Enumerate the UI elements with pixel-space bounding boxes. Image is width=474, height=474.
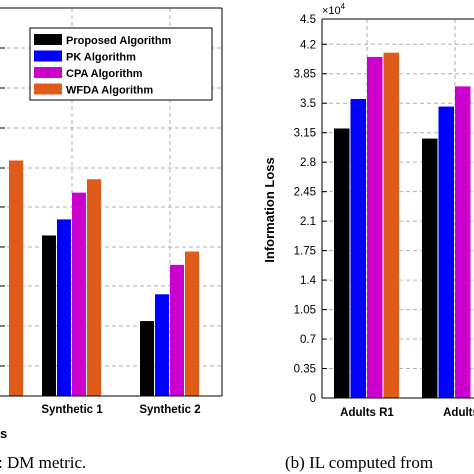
right-y-tick-label: 2.8 (300, 157, 316, 169)
right-bar (367, 56, 383, 399)
legend-swatch (34, 67, 62, 78)
right-y-tick-label: 0.35 (294, 364, 316, 376)
left-bar (72, 192, 86, 396)
left-bar (57, 219, 71, 396)
right-y-tick-label: 3.15 (294, 128, 316, 140)
right-y-tick-label: 2.45 (294, 187, 316, 199)
left-bar (9, 160, 23, 396)
left-bar (185, 251, 199, 396)
right-x-tick-label: Adults (443, 407, 474, 419)
left-bar (87, 179, 101, 396)
right-y-multiplier-exp: 4 (341, 2, 346, 11)
left-axis-label-fragment: s (0, 426, 7, 441)
right-bar (422, 138, 438, 398)
right-bar (350, 99, 366, 398)
right-y-tick-label: 1.75 (294, 246, 316, 258)
right-chart: 0 0.35 0.7 1.05 1.4 1.75 2.1 2.45 2.8 3.15 3.5 3.85… (262, 2, 474, 419)
legend-swatch (34, 83, 62, 95)
legend-label: PK Algorithm (66, 52, 136, 64)
legend-swatch (34, 34, 62, 45)
left-caption: : DM metric. (0, 453, 86, 472)
right-y-multiplier: ×104 (322, 2, 346, 17)
right-bar (334, 128, 350, 398)
left-bar (140, 321, 154, 396)
left-bar (155, 294, 169, 396)
left-bar (170, 264, 184, 396)
right-bar (438, 106, 454, 398)
legend: Proposed Algorithm PK Algorithm CPA Algori… (29, 27, 213, 101)
legend-label: CPA Algorithm (66, 68, 143, 80)
right-y-tick-label: 0 (310, 393, 316, 405)
left-x-tick-label: Synthetic 1 (41, 404, 103, 416)
right-bar (383, 52, 399, 398)
right-y-tick-label: 3.85 (294, 69, 316, 81)
right-y-tick-label: 4.2 (300, 39, 316, 51)
legend-label: WFDA Algorithm (66, 85, 153, 97)
right-y-tick-label: 4.5 (300, 14, 316, 26)
right-y-tick-label: 1.05 (294, 305, 316, 317)
right-x-tick-label: Adults R1 (340, 407, 394, 419)
legend-swatch (34, 50, 62, 62)
right-y-axis-label: Information Loss (262, 157, 277, 262)
left-chart: Synthetic 1 Synthetic 2 Proposed Algorithm… (0, 7, 223, 416)
right-y-tick-label: 3.5 (300, 98, 316, 110)
right-bar (455, 86, 471, 398)
legend-label: Proposed Algorithm (66, 35, 172, 47)
left-x-tick-label: Synthetic 2 (139, 404, 200, 416)
right-y-tick-label: 1.4 (300, 275, 317, 287)
right-y-tick-label: 2.1 (300, 216, 316, 228)
right-caption: (b) IL computed from (285, 453, 433, 472)
right-y-tick-label: 0.7 (300, 334, 316, 346)
left-bar (42, 235, 56, 396)
